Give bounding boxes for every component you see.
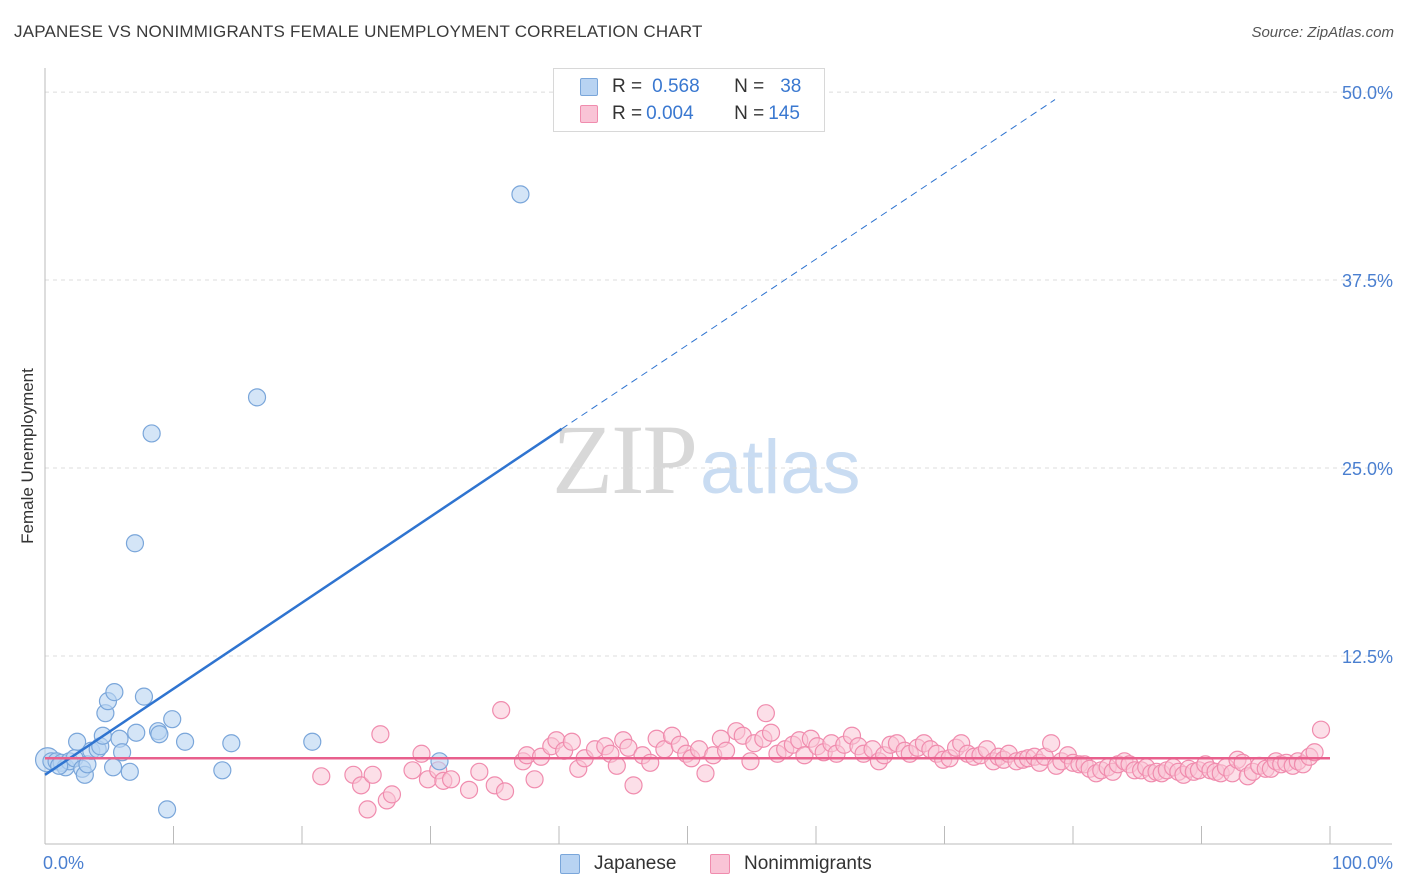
legend-row-nonimmigrants: R = 0.004 N = 145	[580, 102, 800, 126]
nonimmigrants-point	[525, 770, 544, 789]
x-tick-label: 100.0%	[1332, 853, 1393, 873]
japanese-point	[104, 758, 123, 777]
japanese-point	[120, 762, 139, 781]
japanese-point	[105, 683, 124, 702]
japanese-legend-swatch	[560, 854, 580, 874]
grid-lines	[45, 91, 1392, 657]
nonimmigrants-point	[403, 761, 422, 780]
nonimmigrants-point	[716, 741, 736, 760]
japanese-point	[430, 752, 449, 771]
japanese-r-value: 0.568	[652, 76, 700, 97]
nonimmigrants-point	[641, 753, 660, 772]
nonimmigrants-point	[382, 785, 402, 804]
japanese-point	[127, 723, 146, 742]
nonimmigrants-point	[761, 723, 781, 742]
nonimmigrants-point	[492, 701, 511, 720]
nonimmigrants-point	[562, 732, 581, 751]
nonimmigrants-point	[1042, 734, 1061, 753]
x-tick-label: 0.0%	[43, 853, 84, 873]
axes	[44, 68, 1392, 845]
japanese-point	[247, 388, 267, 407]
trend-lines	[44, 99, 1330, 776]
nonimmigrants-point	[312, 767, 331, 786]
source-label: Source: ZipAtlas.com	[1251, 24, 1394, 41]
nonimmigrants-r-value: 0.004	[646, 103, 694, 124]
nonimmigrants-points	[312, 701, 1331, 819]
nonimmigrants-legend-swatch	[710, 854, 730, 874]
nonimmigrants-swatch	[580, 105, 598, 123]
japanese-point	[125, 534, 145, 553]
watermark-zip: ZIP	[552, 404, 698, 515]
japanese-trend-extension	[561, 99, 1056, 430]
tick-labels: 12.5% 25.0% 37.5% 50.0% 0.0% 100.0%	[43, 83, 1393, 873]
nonimmigrants-point	[756, 704, 775, 723]
y-tick-label: 50.0%	[1342, 83, 1393, 103]
japanese-point	[222, 734, 241, 753]
japanese-point	[157, 800, 177, 819]
watermark: ZIPatlas	[552, 402, 861, 517]
japanese-point	[163, 710, 182, 729]
japanese-point	[511, 185, 530, 204]
japanese-point	[175, 732, 195, 751]
nonimmigrants-point	[371, 725, 390, 744]
nonimmigrants-point	[1311, 720, 1331, 739]
nonimmigrants-point	[619, 738, 638, 757]
japanese-legend-label: Japanese	[594, 853, 677, 874]
nonimmigrants-point	[352, 776, 371, 795]
japanese-point	[134, 687, 154, 706]
japanese-point	[112, 743, 132, 762]
nonimmigrants-point	[495, 782, 515, 801]
japanese-point	[150, 725, 169, 744]
japanese-point	[142, 424, 161, 443]
japanese-swatch	[580, 78, 598, 96]
japanese-points	[34, 185, 530, 819]
nonimmigrants-point	[363, 765, 382, 784]
nonimmigrants-point	[607, 756, 626, 775]
y-tick-label: 37.5%	[1342, 271, 1393, 291]
nonimmigrants-point	[741, 752, 760, 771]
chart-title: JAPANESE VS NONIMMIGRANTS FEMALE UNEMPLO…	[14, 22, 703, 41]
nonimmigrants-legend-label: Nonimmigrants	[744, 853, 872, 874]
nonimmigrants-point	[624, 776, 643, 795]
japanese-trend-line	[44, 427, 563, 776]
nonimmigrants-n-value: 145	[768, 103, 800, 124]
japanese-r-label: R =	[612, 76, 643, 97]
japanese-point	[68, 732, 87, 751]
nonimmigrants-n-label: N =	[734, 103, 765, 124]
nonimmigrants-point	[696, 764, 715, 783]
japanese-n-value: 38	[780, 76, 802, 97]
legend-row-japanese: R = 0.568 N = 38	[580, 75, 801, 99]
y-tick-label: 12.5%	[1342, 647, 1393, 667]
nonimmigrants-point	[459, 780, 479, 799]
nonimmigrants-point	[358, 800, 377, 819]
bottom-legend-japanese: Japanese	[560, 852, 676, 876]
watermark-atlas: atlas	[700, 425, 861, 510]
nonimmigrants-point	[1305, 743, 1324, 762]
y-tick-label: 25.0%	[1342, 459, 1393, 479]
japanese-n-label: N =	[734, 76, 765, 97]
bottom-legend-nonimmigrants: Nonimmigrants	[710, 852, 872, 876]
nonimmigrants-point	[470, 762, 489, 781]
japanese-point	[213, 761, 232, 780]
correlation-legend: R = 0.568 N = 38 R = 0.004 N = 145	[553, 68, 825, 132]
japanese-point	[303, 732, 322, 751]
nonimmigrants-r-label: R =	[612, 103, 643, 124]
nonimmigrants-point	[412, 744, 431, 763]
nonimmigrants-point	[441, 770, 461, 789]
